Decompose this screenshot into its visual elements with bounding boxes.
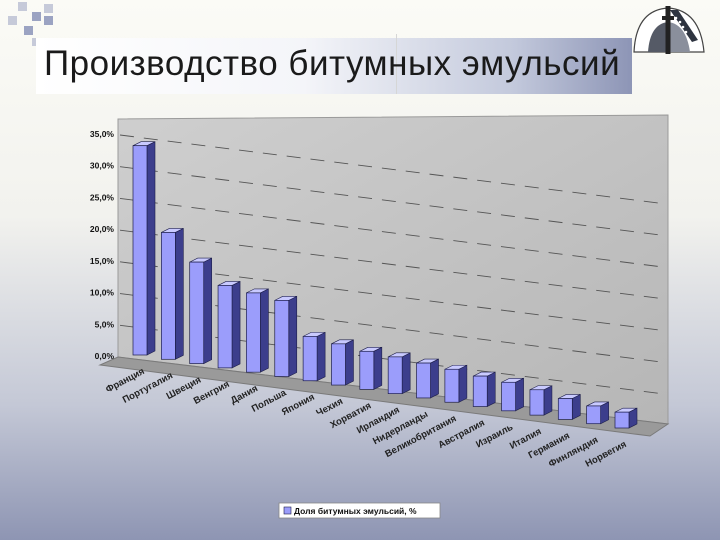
gridline (119, 134, 667, 205)
bar-side (543, 385, 553, 416)
logo-icon (633, 6, 705, 54)
bar (132, 145, 148, 356)
bar-side (430, 358, 439, 399)
bar (161, 232, 176, 360)
bar (416, 362, 431, 399)
slide-title: Производство битумных эмульсий (44, 44, 621, 83)
gridline (119, 261, 667, 332)
gridline (119, 229, 667, 300)
y-tick-label: 10,0% (90, 288, 115, 298)
legend-box (278, 502, 441, 519)
bar-side (316, 331, 326, 382)
bar (501, 381, 516, 412)
bar (246, 292, 261, 373)
bar-side (231, 280, 241, 369)
bar (387, 356, 403, 394)
y-tick-label: 25,0% (90, 192, 115, 202)
bar (472, 375, 488, 407)
bar (614, 411, 630, 429)
bar-side (288, 295, 298, 377)
gridline (119, 293, 667, 364)
bar-side (571, 393, 581, 420)
bar-side (146, 141, 156, 356)
bar (359, 350, 375, 390)
bar-side (203, 257, 213, 365)
bar (444, 368, 460, 403)
bar-side (260, 288, 269, 373)
y-tick-label: 5,0% (95, 319, 115, 329)
bar-side (373, 346, 383, 390)
bar (274, 300, 290, 377)
legend-swatch (283, 506, 292, 515)
bar-side (175, 227, 184, 360)
title-bar (36, 38, 632, 94)
y-tick-label: 30,0% (90, 161, 115, 171)
bar-side (515, 377, 524, 412)
y-tick-label: 0,0% (95, 351, 115, 361)
bar (189, 261, 205, 364)
bar-side (486, 371, 496, 408)
gridline (119, 197, 667, 268)
y-tick-label: 35,0% (90, 129, 115, 139)
y-tick-label: 20,0% (90, 224, 115, 234)
bar (557, 398, 573, 420)
bar (217, 285, 233, 369)
title-divider (396, 34, 397, 94)
legend-label: Доля битумных эмульсий, % (294, 506, 417, 516)
bar (331, 343, 346, 386)
bar (529, 389, 545, 416)
bar-side (401, 352, 411, 395)
bar (586, 405, 601, 425)
gridline (119, 166, 667, 237)
bar-side (345, 339, 354, 386)
bar-side (458, 364, 468, 403)
bar (302, 336, 318, 382)
y-tick-label: 15,0% (90, 256, 115, 266)
